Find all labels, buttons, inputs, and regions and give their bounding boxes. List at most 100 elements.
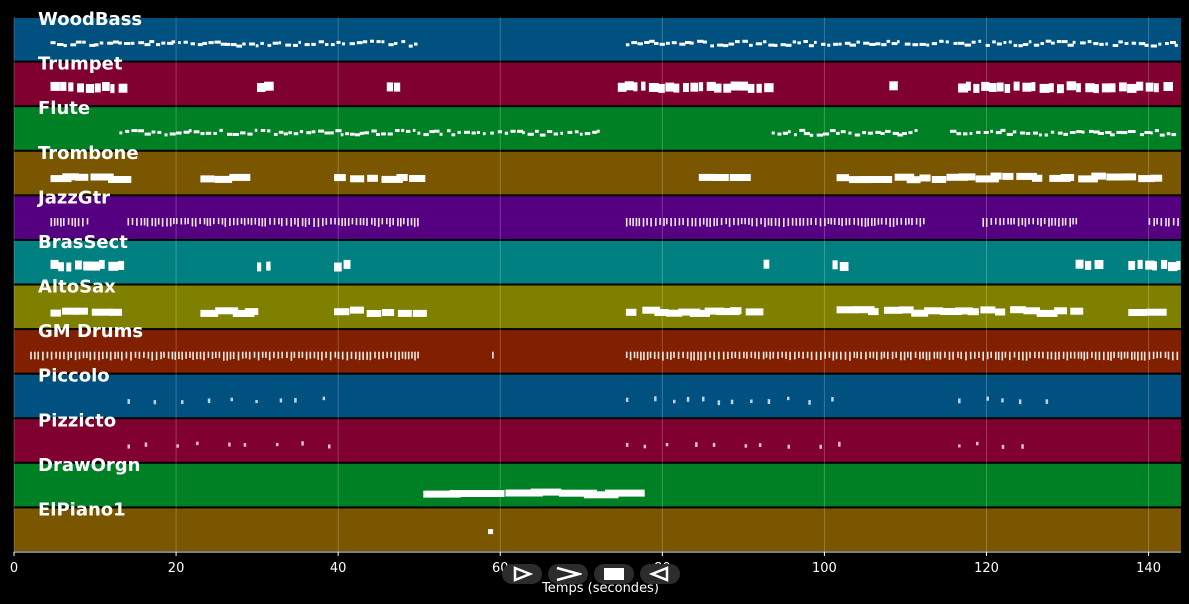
note bbox=[322, 218, 324, 227]
track-notes bbox=[127, 396, 1049, 406]
note bbox=[1051, 218, 1053, 226]
note bbox=[777, 351, 779, 359]
note bbox=[398, 351, 400, 360]
note bbox=[583, 491, 619, 499]
note bbox=[160, 351, 162, 360]
note bbox=[706, 218, 708, 227]
note bbox=[93, 351, 96, 360]
note bbox=[1085, 83, 1095, 93]
note bbox=[324, 131, 331, 135]
note bbox=[232, 310, 255, 317]
note bbox=[830, 218, 833, 225]
note bbox=[931, 176, 947, 183]
note bbox=[971, 40, 976, 44]
note bbox=[560, 131, 563, 135]
note bbox=[838, 42, 842, 46]
note bbox=[334, 174, 346, 182]
note bbox=[492, 351, 494, 359]
track-notes bbox=[127, 441, 1024, 449]
note bbox=[632, 218, 634, 227]
note bbox=[770, 218, 773, 226]
note bbox=[378, 351, 380, 360]
note bbox=[1128, 261, 1136, 270]
note bbox=[864, 218, 867, 227]
note bbox=[1160, 218, 1163, 226]
note bbox=[99, 259, 105, 269]
note bbox=[99, 41, 104, 45]
track-band-trumpet bbox=[14, 62, 1181, 106]
note bbox=[1131, 351, 1133, 360]
track-band-jazzgtr bbox=[14, 196, 1181, 239]
note bbox=[663, 218, 665, 227]
note bbox=[254, 128, 258, 132]
note bbox=[1075, 259, 1084, 269]
note bbox=[768, 43, 775, 47]
note bbox=[1045, 399, 1049, 404]
note bbox=[144, 43, 151, 47]
note bbox=[482, 132, 486, 136]
rewind-button[interactable] bbox=[640, 564, 680, 584]
note bbox=[362, 40, 368, 44]
note bbox=[354, 133, 361, 137]
note bbox=[996, 42, 1002, 46]
note bbox=[923, 218, 925, 225]
note bbox=[293, 351, 296, 358]
note bbox=[449, 490, 490, 497]
note bbox=[140, 218, 143, 226]
note bbox=[78, 351, 81, 360]
note bbox=[1116, 130, 1122, 134]
forward-button[interactable] bbox=[548, 564, 588, 584]
note bbox=[283, 132, 288, 136]
note bbox=[1120, 351, 1123, 360]
note bbox=[687, 218, 689, 227]
note bbox=[392, 218, 394, 226]
note bbox=[414, 42, 418, 46]
note bbox=[1133, 351, 1136, 360]
note bbox=[321, 351, 323, 361]
note bbox=[975, 175, 999, 183]
track-bands bbox=[14, 18, 1181, 551]
note bbox=[397, 309, 412, 317]
note bbox=[131, 218, 134, 225]
note bbox=[215, 307, 239, 315]
note bbox=[763, 259, 770, 269]
note bbox=[751, 218, 753, 227]
note bbox=[624, 81, 634, 91]
note bbox=[1010, 218, 1012, 225]
note bbox=[171, 351, 174, 360]
stop-button[interactable] bbox=[594, 564, 634, 584]
note bbox=[820, 351, 822, 360]
note bbox=[674, 218, 676, 226]
note bbox=[682, 218, 684, 225]
track-label: Piccolo bbox=[38, 366, 110, 387]
note bbox=[830, 129, 836, 133]
note bbox=[350, 351, 353, 359]
note bbox=[1126, 351, 1129, 359]
note bbox=[712, 442, 716, 447]
note bbox=[1172, 351, 1174, 361]
note bbox=[914, 129, 918, 132]
note bbox=[865, 351, 867, 360]
note bbox=[67, 351, 70, 361]
note bbox=[785, 43, 792, 47]
note bbox=[1070, 307, 1084, 315]
note bbox=[992, 40, 996, 44]
note bbox=[60, 81, 67, 91]
note bbox=[903, 351, 906, 361]
note bbox=[70, 43, 77, 47]
note bbox=[720, 218, 723, 226]
note bbox=[196, 351, 198, 360]
note bbox=[1124, 42, 1129, 45]
track-label: ElPiano1 bbox=[38, 499, 126, 520]
note bbox=[294, 218, 296, 225]
note bbox=[288, 131, 292, 135]
note bbox=[1136, 81, 1144, 91]
note bbox=[665, 82, 675, 92]
note bbox=[1140, 351, 1143, 361]
note bbox=[347, 218, 350, 226]
play-button[interactable] bbox=[502, 564, 542, 584]
x-tick-label: 20 bbox=[168, 561, 185, 576]
note bbox=[654, 42, 659, 45]
note bbox=[871, 218, 873, 226]
note bbox=[1145, 82, 1154, 92]
